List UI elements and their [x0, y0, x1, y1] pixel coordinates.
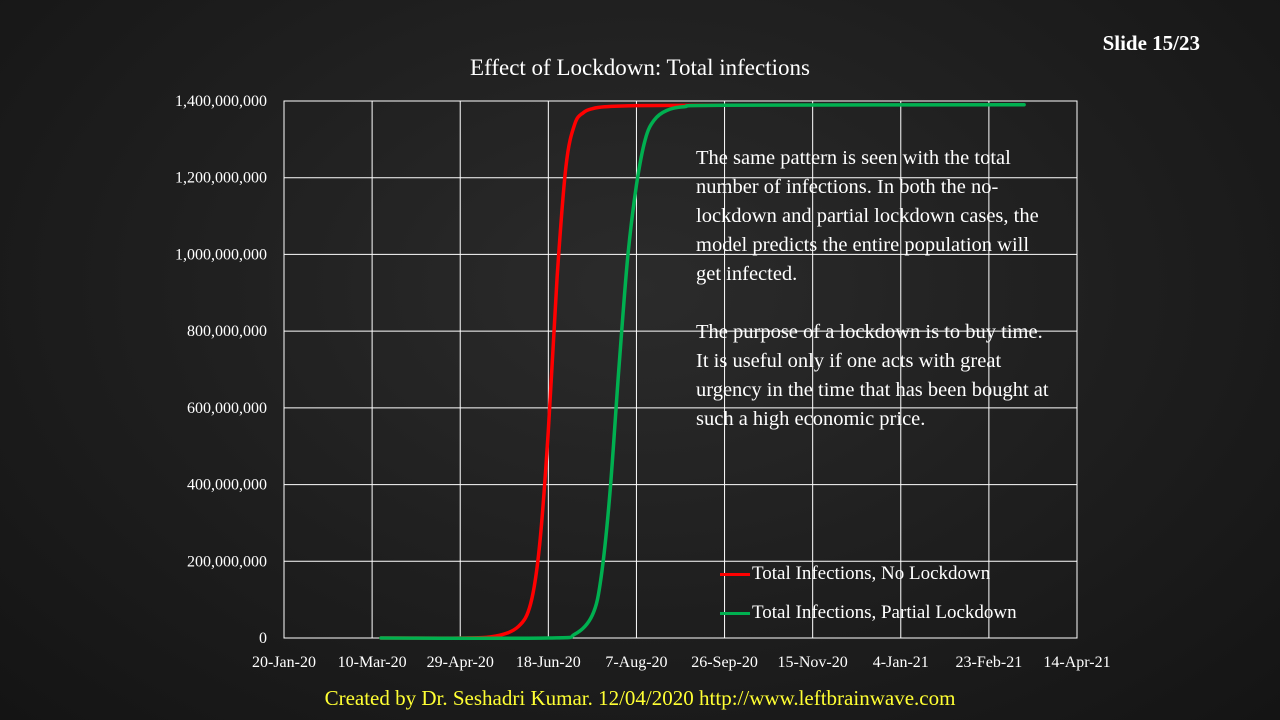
x-tick-label: 7-Aug-20: [605, 654, 667, 671]
y-tick-label: 1,400,000,000: [175, 93, 267, 110]
x-axis: 20-Jan-20 10-Mar-20 29-Apr-20 18-Jun-20 7-Au…: [252, 654, 1111, 671]
x-tick-label: 15-Nov-20: [778, 654, 848, 671]
x-tick-label: 23-Feb-21: [956, 654, 1023, 671]
footer-credit: Created by Dr. Seshadri Kumar. 12/04/202…: [324, 686, 956, 710]
series: [379, 103, 1026, 641]
x-tick-label: 14-Apr-21: [1043, 654, 1110, 671]
slide-number: Slide 15/23: [1102, 31, 1200, 55]
legend: Total Infections, No Lockdown Total Infe…: [720, 562, 1017, 640]
legend-swatch-no-lockdown: [720, 572, 750, 576]
y-axis: 0 200,000,000 400,000,000 600,000,000 800,00…: [175, 93, 267, 647]
legend-item-no-lockdown: Total Infections, No Lockdown: [720, 562, 1017, 586]
x-tick-label: 29-Apr-20: [427, 654, 494, 671]
x-tick-label: 20-Jan-20: [252, 654, 316, 671]
y-tick-label: 800,000,000: [187, 323, 267, 340]
y-tick-label: 600,000,000: [187, 400, 267, 417]
plot-border: [283, 100, 1078, 639]
y-tick-label: 400,000,000: [187, 477, 267, 494]
legend-label-no-lockdown: Total Infections, No Lockdown: [752, 563, 991, 584]
x-tick-label: 18-Jun-20: [516, 654, 581, 671]
series-line-partial-lockdown: [379, 103, 1026, 641]
x-tick-label: 4-Jan-21: [873, 654, 929, 671]
series-line-no-lockdown: [379, 103, 727, 640]
y-tick-label: 1,200,000,000: [175, 170, 267, 187]
annotation-text: The same pattern is seen with the total …: [696, 144, 1056, 463]
y-tick-label: 0: [259, 630, 267, 647]
annotation-paragraph-1: The same pattern is seen with the total …: [696, 147, 1039, 285]
x-tick-label: 10-Mar-20: [338, 654, 407, 671]
legend-item-partial-lockdown: Total Infections, Partial Lockdown: [720, 601, 1017, 625]
annotation-paragraph-2: The purpose of a lockdown is to buy time…: [696, 321, 1049, 430]
y-tick-label: 200,000,000: [187, 553, 267, 570]
y-tick-label: 1,000,000,000: [175, 246, 267, 263]
grid: [283, 100, 1078, 639]
x-tick-label: 26-Sep-20: [691, 654, 758, 671]
legend-swatch-partial-lockdown: [720, 611, 750, 615]
chart-title: Effect of Lockdown: Total infections: [470, 55, 810, 80]
legend-label-partial-lockdown: Total Infections, Partial Lockdown: [752, 602, 1017, 623]
